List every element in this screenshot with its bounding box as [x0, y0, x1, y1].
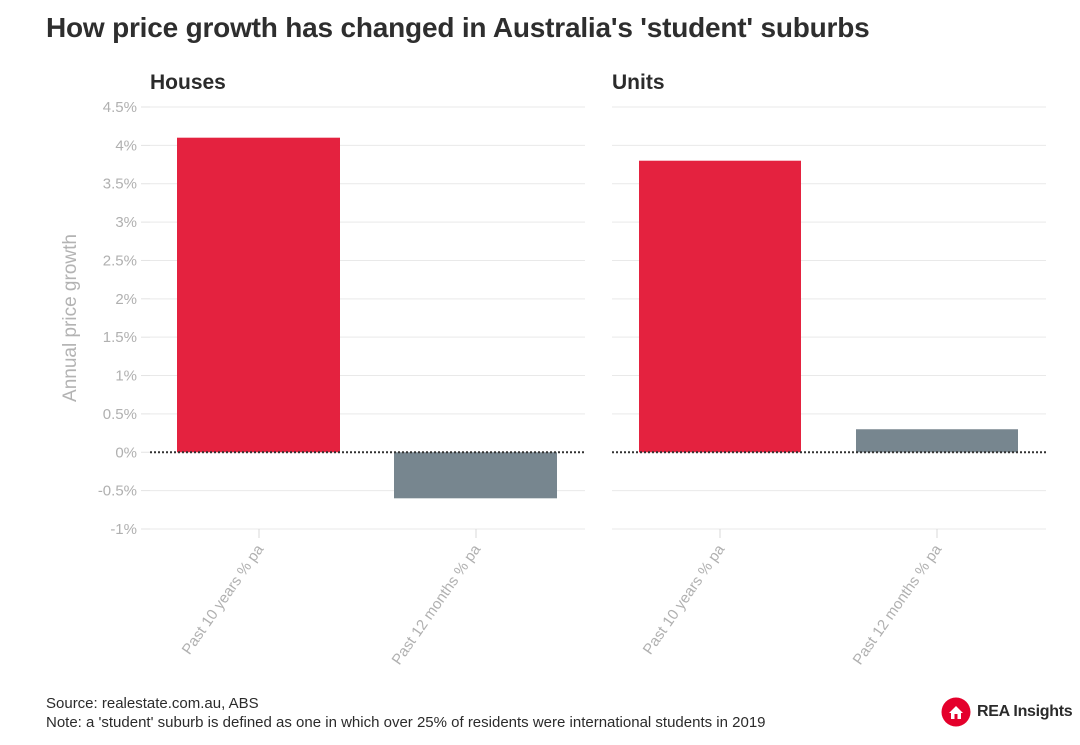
bar-units-past-12-months [856, 429, 1018, 453]
y-tick-label: 1% [115, 368, 137, 385]
y-tick-label: 2% [115, 291, 137, 308]
y-tick-label: 2.5% [103, 252, 137, 269]
panel-title-houses: Houses [150, 71, 226, 94]
x-tick-label: Past 10 years % pa [179, 541, 268, 658]
y-tick-label: -1% [110, 521, 137, 538]
chart-title: How price growth has changed in Australi… [46, 12, 870, 43]
y-tick-label: 0.5% [103, 406, 137, 423]
x-tick-label: Past 12 months % pa [389, 541, 485, 668]
y-tick-label: 0% [115, 444, 137, 461]
y-tick-label: 1.5% [103, 329, 137, 346]
bar-units-past-10-years [639, 160, 801, 453]
logo-text: REA Insights [977, 703, 1073, 720]
rea-insights-logo: REA Insights [941, 697, 1073, 727]
chart-footer: Source: realestate.com.au, ABS Note: a '… [46, 694, 766, 732]
source-note: Source: realestate.com.au, ABS [46, 695, 259, 712]
x-tick-label: Past 10 years % pa [640, 541, 729, 658]
bar-houses-past-10-years [177, 137, 340, 453]
panel-title-units: Units [612, 71, 665, 94]
definition-note: Note: a 'student' suburb is defined as o… [46, 714, 766, 731]
bar-chart: Annual price growth -1% -0.5% 0% 0.5% 1% 1.5% 2… [60, 71, 1046, 668]
bar-houses-past-12-months [394, 452, 557, 499]
house-logo-icon [941, 697, 971, 727]
y-tick-label: -0.5% [98, 483, 137, 500]
y-tick-label: 3.5% [103, 176, 137, 193]
y-tick-label: 4% [115, 137, 137, 154]
y-axis-label: Annual price growth [60, 234, 81, 402]
y-tick-label: 3% [115, 214, 137, 231]
y-tick-label: 4.5% [103, 99, 137, 116]
x-tick-label: Past 12 months % pa [850, 541, 946, 668]
